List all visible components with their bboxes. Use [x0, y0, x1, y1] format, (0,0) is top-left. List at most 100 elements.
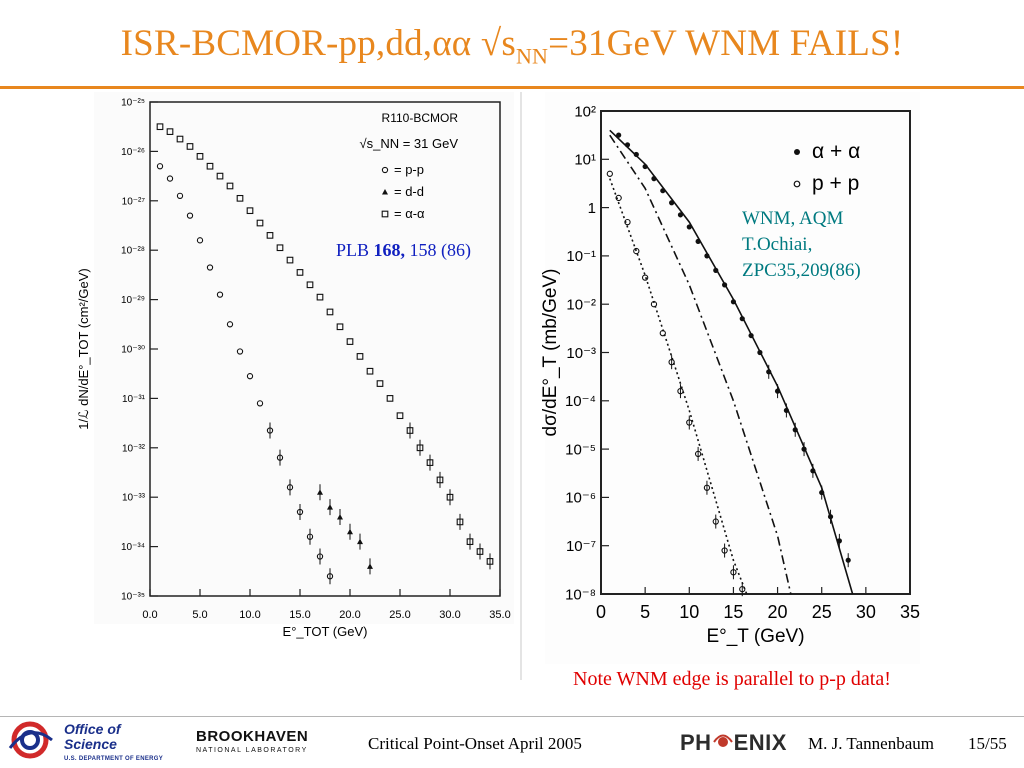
left-y-tick-label: 10⁻³¹ — [122, 394, 146, 405]
right-y-axis-label: dσ/dE°_T (mb/GeV) — [540, 269, 561, 437]
right-data-point — [606, 170, 613, 177]
right-wnm-curve — [609, 134, 792, 595]
right-legend-marker — [793, 180, 801, 188]
left-panel-background — [94, 92, 514, 624]
left-data-point — [206, 162, 214, 170]
left-x-tick-label: 0.0 — [142, 609, 157, 621]
left-y-tick-label: 10⁻³² — [122, 443, 146, 454]
left-y-tick-label: 10⁻²⁸ — [121, 246, 145, 257]
left-x-tick-label: 20.0 — [339, 609, 360, 621]
left-data-point — [176, 192, 184, 200]
left-data-point — [186, 212, 194, 219]
phenix-right: ENIX — [733, 730, 787, 755]
right-citation-line: T.Ochiai, — [742, 234, 813, 255]
title-main: ISR-BCMOR-pp,dd,αα √s — [120, 23, 516, 64]
left-y-tick-label: 10⁻³³ — [122, 493, 146, 504]
left-data-point — [166, 175, 174, 182]
phenix-logo: PH ENIX — [680, 728, 787, 756]
left-data-point — [256, 400, 264, 407]
title-subscript: NN — [515, 43, 549, 69]
left-legend-marker — [382, 189, 388, 195]
slide-title: ISR-BCMOR-pp,dd,αα √sNN=31GeV WNM FAILS! — [0, 22, 1024, 69]
left-data-point — [196, 152, 204, 160]
left-data-point — [386, 395, 394, 402]
left-data-point — [266, 232, 274, 239]
left-x-tick-label: 5.0 — [192, 609, 207, 621]
office-of-science-logo-icon — [8, 721, 53, 759]
right-y-tick-label: 10⁻³ — [566, 345, 596, 362]
right-x-tick-label: 15 — [723, 602, 743, 622]
bnl-line-1: BROOKHAVEN — [196, 728, 309, 745]
right-y-tick-label: 10⁻⁵ — [565, 441, 596, 458]
left-data-point — [236, 348, 244, 355]
office-line-3: U.S. DEPARTMENT OF ENERGY — [64, 756, 164, 762]
right-legend-marker — [794, 149, 800, 155]
left-data-point — [226, 182, 234, 190]
left-chart-title: R110-BCMOR — [382, 111, 459, 125]
right-y-tick-label: 1 — [588, 200, 596, 217]
left-data-point — [186, 143, 194, 150]
right-panel-background — [545, 92, 920, 664]
left-x-tick-label: 30.0 — [439, 609, 460, 621]
right-x-axis-label: E°_T (GeV) — [706, 626, 804, 647]
left-data-point — [256, 219, 264, 227]
right-y-tick-label: 10² — [574, 103, 596, 120]
right-y-tick-label: 10⁻² — [566, 296, 596, 313]
left-y-tick-label: 10⁻³⁴ — [121, 542, 145, 553]
left-legend-marker — [381, 166, 389, 174]
left-x-tick-label: 10.0 — [239, 609, 260, 621]
left-data-point — [216, 172, 224, 180]
right-data-point — [633, 151, 639, 158]
left-citation-tail: 158 (86) — [405, 240, 472, 260]
left-legend-label: = α-α — [394, 206, 425, 221]
right-x-tick-label: 0 — [596, 602, 606, 622]
left-data-point — [176, 135, 184, 143]
title-divider — [0, 86, 1024, 89]
footer-divider — [0, 716, 1024, 717]
right-x-tick-label: 5 — [640, 602, 650, 622]
left-citation-volume: 168, — [373, 240, 406, 260]
left-y-tick-label: 10⁻²⁵ — [121, 98, 145, 109]
left-data-point — [336, 323, 344, 331]
right-x-tick-label: 20 — [768, 602, 788, 622]
left-x-axis-label: E°_TOT (GeV) — [283, 624, 368, 639]
left-data-point — [296, 269, 304, 276]
left-energy-label: √s_NN = 31 GeV — [359, 136, 458, 151]
right-wnm-curve — [609, 178, 748, 595]
right-y-tick-label: 10⁻⁶ — [565, 490, 596, 507]
left-data-point — [206, 264, 214, 271]
right-data-point — [677, 212, 684, 218]
left-data-point — [156, 163, 164, 170]
left-y-tick-label: 10⁻²⁶ — [121, 147, 145, 158]
right-y-tick-label: 10⁻⁸ — [565, 586, 596, 603]
left-y-tick-label: 10⁻³⁰ — [121, 345, 145, 356]
office-of-science-logo: Office of Science U.S. DEPARTMENT OF ENE… — [64, 722, 163, 767]
right-x-tick-label: 30 — [856, 602, 876, 622]
left-data-point — [166, 128, 174, 135]
right-y-tick-label: 10⁻¹ — [566, 248, 596, 265]
left-x-tick-label: 15.0 — [289, 609, 310, 621]
footer-page-number: 15/55 — [968, 734, 1007, 753]
left-data-point — [156, 123, 164, 131]
left-data-point — [246, 207, 254, 215]
right-wnm-curve — [609, 129, 854, 595]
left-data-point — [356, 353, 364, 360]
right-y-tick-label: 10¹ — [574, 152, 596, 169]
right-citation-line: ZPC35,209(86) — [742, 260, 861, 281]
note-text: Note WNM edge is parallel to p-p data! — [573, 668, 891, 690]
office-line-1: Office of — [64, 721, 121, 737]
left-citation: PLB 168, 158 (86) — [336, 240, 471, 261]
left-legend-marker — [381, 210, 389, 218]
left-y-tick-label: 10⁻³⁵ — [121, 592, 145, 603]
left-data-point — [366, 367, 374, 375]
right-x-tick-label: 10 — [679, 602, 699, 622]
left-data-point — [286, 256, 294, 264]
title-tail: =31GeV WNM FAILS! — [548, 23, 904, 64]
left-data-point — [246, 373, 254, 380]
left-data-point — [316, 293, 324, 301]
office-line-2: Science — [64, 736, 117, 752]
left-citation-prefix: PLB — [336, 240, 374, 260]
left-y-axis-label: 1/ℒ dN/dE°_TOT (cm²/GeV) — [76, 268, 91, 429]
right-x-tick-label: 35 — [900, 602, 920, 622]
